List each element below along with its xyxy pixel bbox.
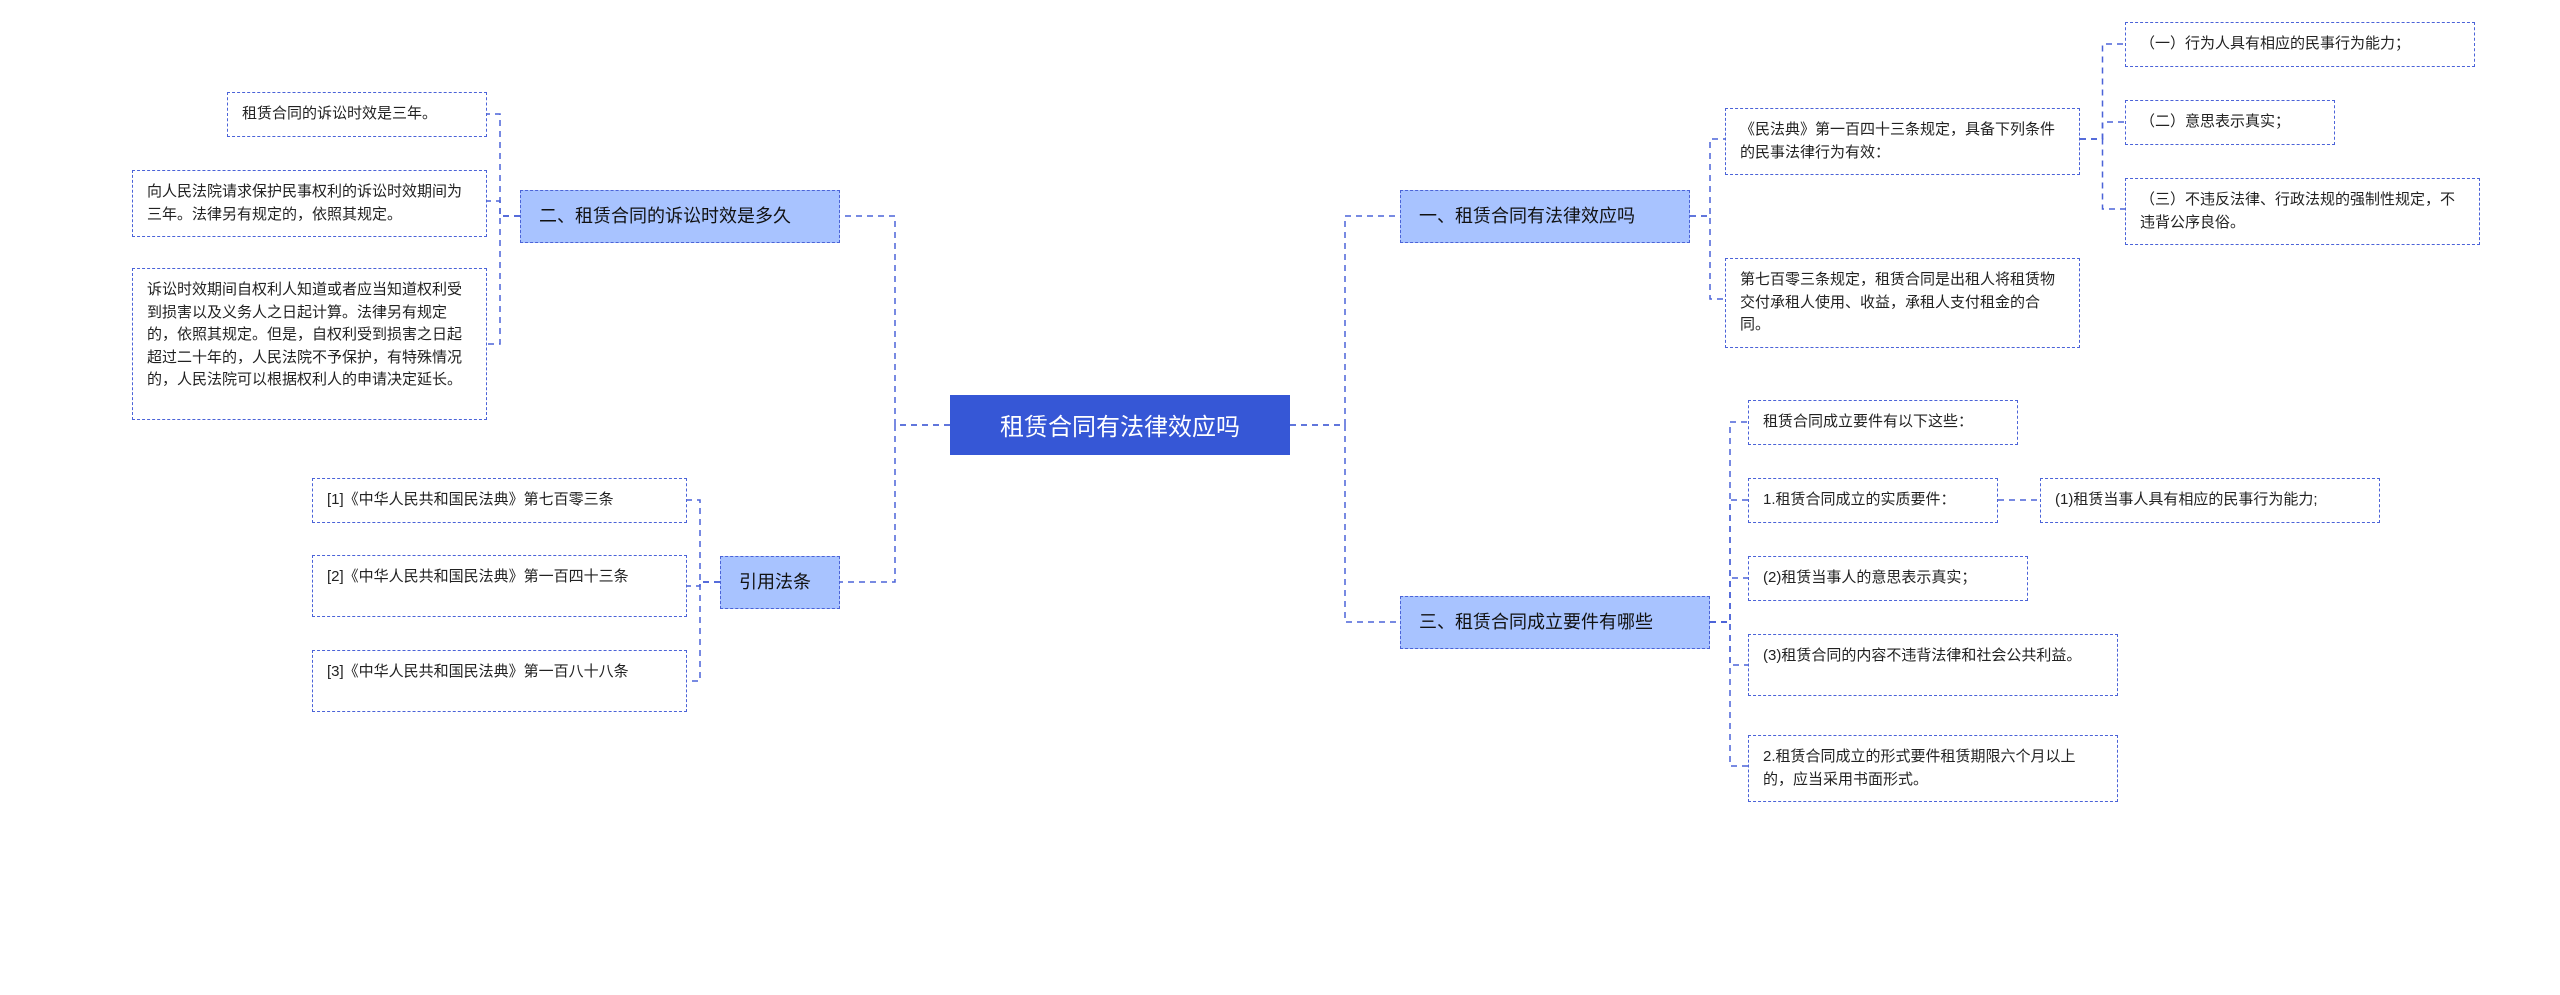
connector bbox=[2080, 139, 2125, 209]
connector bbox=[1710, 578, 1748, 622]
branch-right-0-leaf-0: 《民法典》第一百四十三条规定，具备下列条件的民事法律行为有效： bbox=[1725, 108, 2080, 175]
connector bbox=[1290, 425, 1400, 622]
branch-right-0[interactable]: 一、租赁合同有法律效应吗 bbox=[1400, 190, 1690, 243]
root-node[interactable]: 租赁合同有法律效应吗 bbox=[950, 395, 1290, 455]
branch-left-1[interactable]: 引用法条 bbox=[720, 556, 840, 609]
branch-right-1-leaf-0: 租赁合同成立要件有以下这些： bbox=[1748, 400, 2018, 445]
connector bbox=[840, 425, 950, 582]
connector bbox=[487, 201, 520, 216]
connector bbox=[487, 216, 520, 344]
connector bbox=[1710, 622, 1748, 766]
branch-right-0-leaf-1: 第七百零三条规定，租赁合同是出租人将租赁物交付承租人使用、收益，承租人支付租金的… bbox=[1725, 258, 2080, 348]
branch-right-1-leaf-2: (2)租赁当事人的意思表示真实； bbox=[1748, 556, 2028, 601]
connector bbox=[1710, 622, 1748, 665]
branch-right-1-leaf-1: 1.租赁合同成立的实质要件： bbox=[1748, 478, 1998, 523]
connector bbox=[2080, 44, 2125, 139]
branch-left-0[interactable]: 二、租赁合同的诉讼时效是多久 bbox=[520, 190, 840, 243]
connector bbox=[1710, 422, 1748, 622]
branch-right-0-leaf-0-leaf-2: （三）不违反法律、行政法规的强制性规定，不违背公序良俗。 bbox=[2125, 178, 2480, 245]
branch-right-1-leaf-4: 2.租赁合同成立的形式要件租赁期限六个月以上的，应当采用书面形式。 bbox=[1748, 735, 2118, 802]
branch-left-1-leaf-0: [1]《中华人民共和国民法典》第七百零三条 bbox=[312, 478, 687, 523]
mindmap-canvas: 租赁合同有法律效应吗 二、租赁合同的诉讼时效是多久 租赁合同的诉讼时效是三年。向人… bbox=[0, 0, 2560, 995]
connector bbox=[2080, 122, 2125, 139]
branch-left-1-leaf-1: [2]《中华人民共和国民法典》第一百四十三条 bbox=[312, 555, 687, 617]
branch-left-0-leaf-2: 诉讼时效期间自权利人知道或者应当知道权利受到损害以及义务人之日起计算。法律另有规… bbox=[132, 268, 487, 420]
connector bbox=[1290, 216, 1400, 425]
connector bbox=[687, 582, 720, 586]
branch-right-1[interactable]: 三、租赁合同成立要件有哪些 bbox=[1400, 596, 1710, 649]
connector bbox=[1690, 216, 1725, 299]
connector bbox=[1710, 500, 1748, 622]
branch-left-0-leaf-1: 向人民法院请求保护民事权利的诉讼时效期间为三年。法律另有规定的，依照其规定。 bbox=[132, 170, 487, 237]
connector bbox=[687, 582, 720, 681]
branch-left-1-leaf-2: [3]《中华人民共和国民法典》第一百八十八条 bbox=[312, 650, 687, 712]
branch-right-0-leaf-0-leaf-1: （二）意思表示真实； bbox=[2125, 100, 2335, 145]
connector bbox=[840, 216, 950, 425]
branch-right-1-leaf-3: (3)租赁合同的内容不违背法律和社会公共利益。 bbox=[1748, 634, 2118, 696]
connector bbox=[1690, 139, 1725, 216]
branch-left-0-leaf-0: 租赁合同的诉讼时效是三年。 bbox=[227, 92, 487, 137]
connector bbox=[487, 114, 520, 216]
connector bbox=[687, 500, 720, 582]
branch-right-1-leaf-1-leaf-0: (1)租赁当事人具有相应的民事行为能力; bbox=[2040, 478, 2380, 523]
branch-right-0-leaf-0-leaf-0: （一）行为人具有相应的民事行为能力； bbox=[2125, 22, 2475, 67]
